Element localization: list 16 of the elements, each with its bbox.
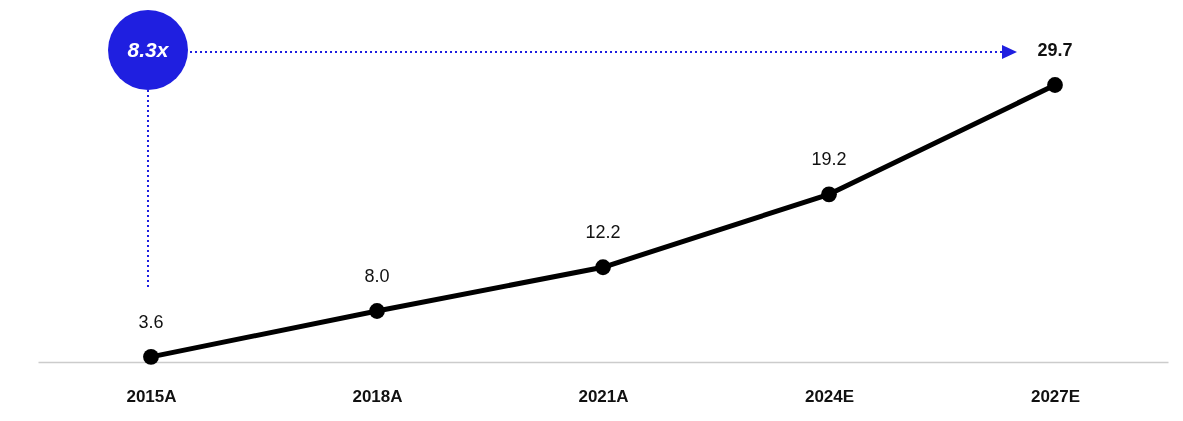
point: [369, 303, 385, 319]
data-label: 8.0: [364, 266, 390, 287]
point: [143, 348, 159, 365]
point: [595, 259, 611, 276]
data-label: 19.2: [811, 149, 847, 170]
point: [1047, 77, 1063, 93]
data-label: 29.7: [1037, 40, 1073, 61]
x-tick-label: 2018A: [352, 386, 403, 406]
x-tick-label: 2021A: [578, 386, 629, 406]
point: [821, 186, 837, 203]
x-tick-label: 2015A: [126, 386, 177, 406]
data-label: 3.6: [138, 311, 164, 332]
x-tick-label: 2027E: [1030, 386, 1081, 406]
text: 8.3x: [127, 38, 170, 61]
data-label: 12.2: [585, 222, 621, 243]
x-tick-label: 2024E: [804, 386, 855, 406]
